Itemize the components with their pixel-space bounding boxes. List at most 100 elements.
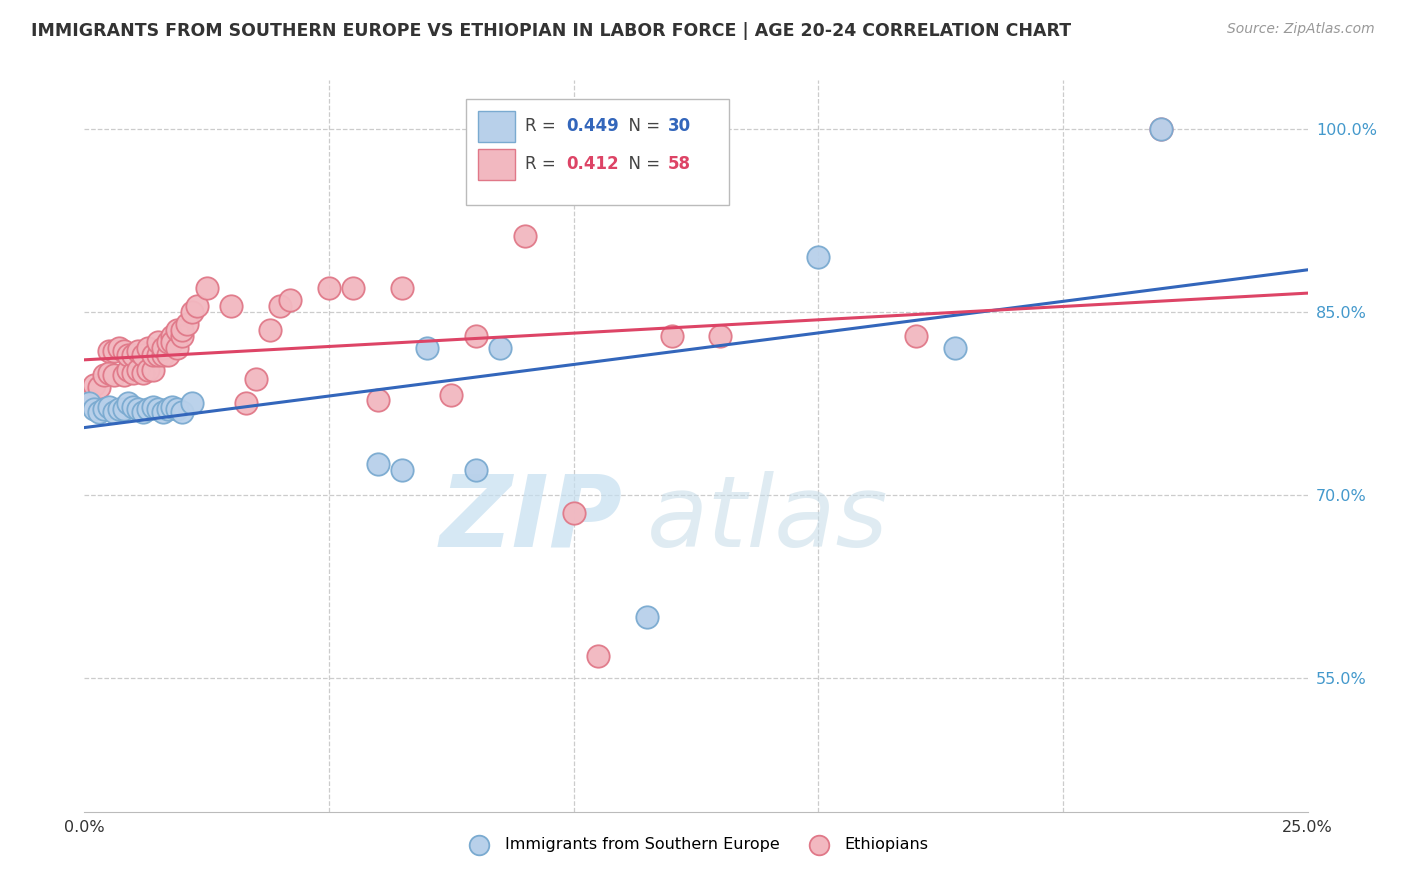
Point (235, 396, 257, 410)
Point (152, 405, 174, 419)
Legend: Immigrants from Southern Europe, Ethiopians: Immigrants from Southern Europe, Ethiopi… (457, 830, 935, 859)
Point (127, 343, 149, 358)
Point (1150, 122, 1173, 136)
Point (107, 402, 129, 417)
Point (77, 392, 100, 407)
Point (367, 458, 389, 472)
Point (117, 363, 139, 377)
Point (489, 342, 512, 356)
Point (186, 299, 208, 313)
Point (166, 342, 188, 356)
Point (127, 402, 149, 417)
Point (112, 368, 135, 383)
Point (166, 323, 188, 337)
Point (172, 323, 194, 337)
Point (146, 335, 169, 350)
Point (152, 348, 174, 362)
Text: R =: R = (524, 155, 561, 173)
Text: 30: 30 (668, 118, 690, 136)
Point (259, 323, 281, 337)
Point (112, 343, 135, 358)
Point (166, 402, 188, 417)
Point (87, 380, 110, 394)
Point (156, 348, 179, 362)
Point (1150, 122, 1173, 136)
Point (156, 335, 179, 350)
Point (318, 280, 340, 294)
Point (342, 280, 364, 294)
Text: N =: N = (617, 118, 665, 136)
FancyBboxPatch shape (478, 111, 515, 142)
Point (93, 402, 115, 417)
Point (440, 388, 463, 402)
Point (117, 396, 139, 410)
Point (142, 348, 165, 362)
Point (195, 280, 218, 294)
Point (83, 402, 105, 417)
Point (97, 366, 120, 380)
Text: ZIP: ZIP (440, 471, 623, 567)
Point (176, 317, 198, 331)
Point (142, 363, 165, 377)
Point (136, 342, 159, 356)
Point (513, 229, 536, 244)
Point (103, 368, 125, 383)
Point (464, 329, 486, 343)
Point (136, 363, 159, 377)
Point (146, 348, 169, 362)
Point (172, 405, 194, 419)
Text: 0.412: 0.412 (567, 155, 619, 173)
Point (77, 396, 100, 410)
Point (152, 342, 174, 356)
Point (245, 372, 267, 386)
Point (122, 348, 145, 362)
Point (943, 342, 966, 356)
Point (146, 402, 169, 417)
Text: N =: N = (617, 155, 665, 173)
Point (132, 366, 155, 380)
Point (132, 348, 155, 362)
Text: 0.449: 0.449 (567, 118, 619, 136)
Point (93, 368, 115, 383)
Point (807, 250, 830, 264)
Point (181, 396, 204, 410)
Point (391, 280, 413, 294)
Point (103, 405, 125, 419)
Point (636, 609, 658, 624)
Point (661, 329, 683, 343)
Point (162, 329, 184, 343)
Point (97, 400, 120, 414)
Text: R =: R = (524, 118, 561, 136)
Point (905, 329, 928, 343)
Point (136, 402, 159, 417)
Point (562, 506, 585, 520)
Point (132, 405, 155, 419)
Point (367, 392, 389, 407)
Point (122, 366, 145, 380)
Point (181, 305, 204, 319)
Point (107, 342, 129, 356)
Point (464, 463, 486, 477)
Point (87, 405, 110, 419)
Point (162, 335, 184, 350)
FancyBboxPatch shape (478, 149, 515, 180)
FancyBboxPatch shape (465, 99, 728, 204)
Point (219, 299, 242, 313)
Point (112, 402, 135, 417)
Point (269, 299, 291, 313)
Point (117, 348, 139, 362)
Point (97, 343, 120, 358)
Text: 58: 58 (668, 155, 690, 173)
Text: IMMIGRANTS FROM SOUTHERN EUROPE VS ETHIOPIAN IN LABOR FORCE | AGE 20-24 CORRELAT: IMMIGRANTS FROM SOUTHERN EUROPE VS ETHIO… (31, 22, 1071, 40)
Point (142, 400, 165, 414)
Point (127, 363, 149, 377)
Point (172, 329, 194, 343)
Point (122, 400, 145, 414)
Text: Source: ZipAtlas.com: Source: ZipAtlas.com (1227, 22, 1375, 37)
Point (278, 293, 301, 307)
Point (162, 400, 184, 414)
Point (391, 463, 413, 477)
Text: atlas: atlas (647, 471, 889, 567)
Point (156, 402, 179, 417)
Point (586, 648, 609, 663)
